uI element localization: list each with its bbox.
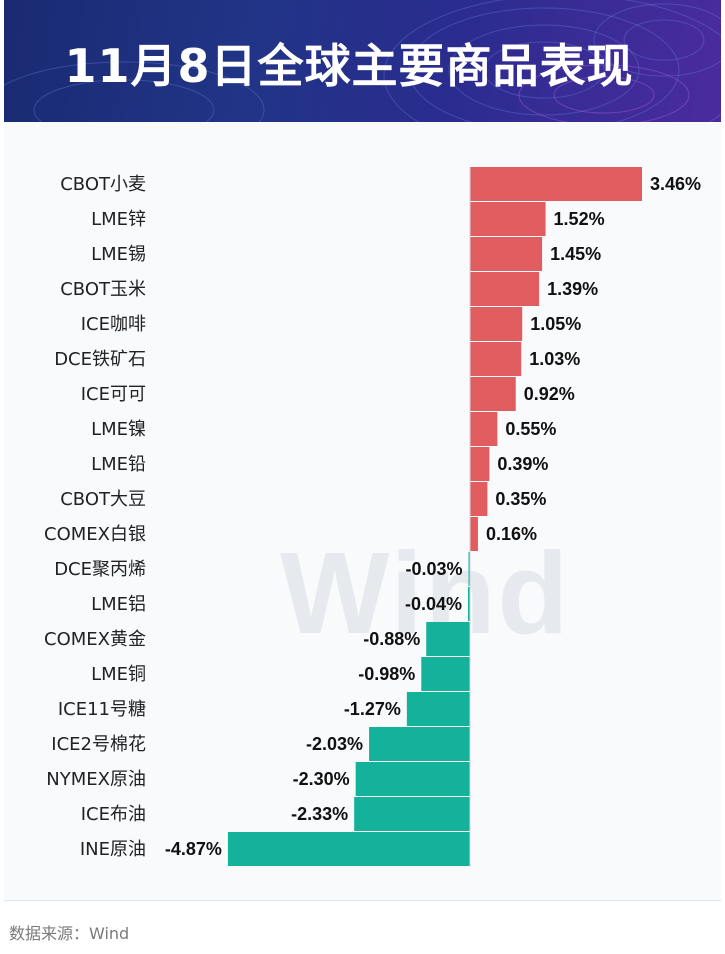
- category-label: LME铝: [91, 594, 146, 615]
- bar-LME锡: [470, 237, 543, 271]
- watermark-logo: Wind: [280, 528, 571, 658]
- category-label: DCE聚丙烯: [54, 559, 146, 580]
- bar-ICE布油: [354, 797, 470, 831]
- source-note: 数据来源：Wind: [9, 924, 130, 943]
- category-label: CBOT大豆: [60, 489, 146, 510]
- value-label: 0.16%: [486, 524, 537, 544]
- bar-INE原油: [227, 832, 470, 866]
- value-label: 1.03%: [529, 349, 580, 369]
- value-label: 1.39%: [547, 279, 598, 299]
- bar-NYMEX原油: [355, 762, 470, 796]
- bar-LME锌: [470, 202, 546, 236]
- category-label: NYMEX原油: [46, 769, 146, 790]
- page-title: 11月8日全球主要商品表现: [64, 39, 634, 93]
- value-label: -4.87%: [165, 839, 222, 859]
- value-label: -2.33%: [291, 804, 348, 824]
- category-label: ICE11号糖: [58, 699, 146, 720]
- value-label: -2.03%: [306, 734, 363, 754]
- category-label: LME锌: [91, 209, 146, 230]
- bar-LME铅: [470, 447, 490, 481]
- value-label: 0.92%: [524, 384, 575, 404]
- bar-CBOT小麦: [470, 167, 642, 201]
- value-label: -2.30%: [293, 769, 350, 789]
- bar-ICE可可: [470, 377, 516, 411]
- bar-ICE2号棉花: [369, 727, 470, 761]
- bar-chart: CBOT小麦 3.46% LME锌 1.52% LME锡 1.45% CBOT玉米 1.39%…: [44, 167, 701, 867]
- bar-DCE聚丙烯: [468, 552, 470, 586]
- category-label: LME铜: [91, 664, 146, 685]
- category-label: LME铅: [91, 454, 146, 475]
- value-label: 1.05%: [530, 314, 581, 334]
- value-label: -0.03%: [405, 559, 462, 579]
- value-label: 1.45%: [550, 244, 601, 264]
- category-label: ICE咖啡: [81, 314, 146, 335]
- value-label: -1.27%: [344, 699, 401, 719]
- contour-background-graphic: [4, 0, 721, 122]
- category-label: CBOT玉米: [60, 279, 146, 300]
- value-label: 0.35%: [495, 489, 546, 509]
- bar-COMEX白银: [470, 517, 478, 551]
- category-label: ICE2号棉花: [51, 734, 146, 755]
- value-label: 0.39%: [497, 454, 548, 474]
- category-label: ICE可可: [81, 384, 146, 405]
- bar-DCE铁矿石: [470, 342, 522, 376]
- value-label: -0.04%: [405, 594, 462, 614]
- value-label: 3.46%: [650, 174, 701, 194]
- bar-CBOT大豆: [470, 482, 488, 516]
- bar-LME镍: [470, 412, 498, 446]
- category-label: DCE铁矿石: [54, 349, 146, 370]
- value-label: 0.55%: [505, 419, 556, 439]
- category-label: LME镍: [91, 419, 146, 440]
- category-label: INE原油: [80, 839, 146, 860]
- bar-CBOT玉米: [470, 272, 540, 306]
- bar-ICE11号糖: [406, 692, 470, 726]
- bar-LME铝: [468, 587, 470, 621]
- bar-COMEX黄金: [426, 622, 470, 656]
- bar-LME铜: [421, 657, 470, 691]
- bar-ICE咖啡: [470, 307, 523, 341]
- category-label: LME锡: [91, 244, 146, 265]
- category-label: COMEX白银: [44, 524, 146, 545]
- value-label: -0.98%: [358, 664, 415, 684]
- value-label: -0.88%: [363, 629, 420, 649]
- category-label: ICE布油: [81, 804, 146, 825]
- header-banner: 11月8日全球主要商品表现: [4, 0, 721, 122]
- category-label: CBOT小麦: [60, 174, 146, 195]
- value-label: 1.52%: [554, 209, 605, 229]
- category-label: COMEX黄金: [44, 629, 146, 650]
